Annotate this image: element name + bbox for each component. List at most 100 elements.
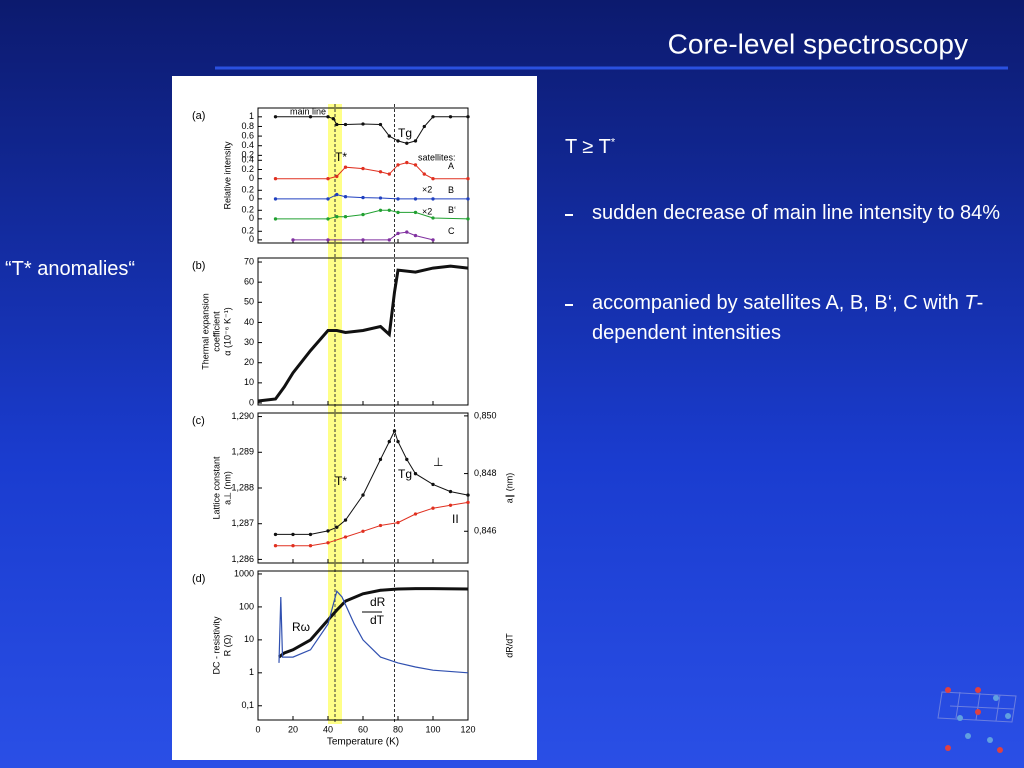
y-tick-label: 1,286 <box>231 554 254 564</box>
trace-name: C <box>448 226 455 236</box>
heading-text: T ≥ T <box>565 136 611 158</box>
annotation: ×2 <box>422 184 432 194</box>
y-tick-label: 10 <box>244 634 254 644</box>
y-tick-label: 1,288 <box>231 482 254 492</box>
annotation: Tg <box>398 467 412 481</box>
x-tick-label: 20 <box>288 724 298 734</box>
y-tick-label: 1,289 <box>231 447 254 457</box>
y-axis-label: Relative intensity <box>222 141 232 210</box>
annotation: Tg <box>398 126 412 140</box>
bullet-text: accompanied by satellites A, B, B‘, C wi… <box>592 292 965 314</box>
y-tick-label: 0 <box>249 193 254 203</box>
x-tick-label: 80 <box>393 724 403 734</box>
y-tick-label: 0.4 <box>241 155 254 165</box>
bullet: sudden decrease of main line intensity t… <box>592 198 1017 228</box>
bullet-text: sudden decrease of main line intensity t… <box>592 202 1001 224</box>
data-line <box>291 230 435 242</box>
y-tick-label: 50 <box>244 297 254 307</box>
y-tick-label: 1 <box>249 667 254 677</box>
y-axis-label: Thermal expansion <box>200 293 210 370</box>
y-tick-label: 0.8 <box>241 121 254 131</box>
data-line <box>273 208 470 221</box>
y-tick-label: 0 <box>249 234 254 244</box>
data-line <box>273 160 470 181</box>
data-line <box>257 264 469 403</box>
annotation: T* <box>335 150 347 164</box>
x-tick-label: 0 <box>255 724 260 734</box>
y-tick-label: 0 <box>249 397 254 407</box>
bullet-dash <box>565 214 573 216</box>
x-tick-label: 100 <box>425 724 440 734</box>
x-axis-label: Temperature (K) <box>327 737 399 748</box>
annotation: ×2 <box>422 206 432 216</box>
y-tick-label: 20 <box>244 357 254 367</box>
data-line <box>278 587 469 659</box>
y-tick-label: 0.2 <box>241 164 254 174</box>
y-tick-label: 70 <box>244 256 254 266</box>
logo <box>937 687 1017 753</box>
annotation: ⊥ <box>433 455 443 469</box>
annotation: dR <box>370 595 386 609</box>
annotation: T* <box>335 474 347 488</box>
annotation: main line <box>290 106 326 116</box>
y-tick-label: 0,846 <box>474 526 497 536</box>
panel-label: (c) <box>192 415 205 427</box>
data-line <box>273 115 470 145</box>
annotation: Rω <box>292 620 310 634</box>
y-axis-label: R (Ω) <box>222 635 232 657</box>
y-axis-label: coefficient <box>211 311 221 352</box>
trace-name: B <box>448 185 454 195</box>
y-tick-label: 1 <box>249 111 254 121</box>
y-tick-label: 0.2 <box>241 150 254 160</box>
y-tick-label: 10 <box>244 377 254 387</box>
trace-name: A <box>448 161 454 171</box>
data-line <box>278 589 469 674</box>
y-tick-label: 0.2 <box>241 226 254 236</box>
annotation: satellites: <box>418 152 456 162</box>
bullet: accompanied by satellites A, B, B‘, C wi… <box>592 288 1017 348</box>
slide-title: Core-level spectroscopy <box>668 28 968 59</box>
bullet-dash <box>565 304 573 306</box>
y-tick-label: 40 <box>244 317 254 327</box>
panel-label: (d) <box>192 573 205 585</box>
y-tick-label: 100 <box>239 601 254 611</box>
y-tick-label: 1,290 <box>231 411 254 421</box>
y-tick-label: 1,287 <box>231 518 254 528</box>
y2-axis-label: dR/dT <box>504 633 514 658</box>
bullet-italic: T <box>964 292 977 314</box>
y-tick-label: 0 <box>249 173 254 183</box>
bullet-text: -dependent intensities <box>592 292 984 344</box>
y-tick-label: 60 <box>244 277 254 287</box>
y-tick-label: 0,850 <box>474 410 497 420</box>
y-tick-label: 0.2 <box>241 185 254 195</box>
x-tick-label: 60 <box>358 724 368 734</box>
heading: T ≥ T* <box>565 136 615 159</box>
left-note: “T* anomalies“ <box>5 258 136 280</box>
y-axis-label: a⊥ (nm) <box>222 471 232 505</box>
y-tick-label: 0.2 <box>241 205 254 215</box>
figure-panel <box>172 76 537 760</box>
y-axis-label: DC - resistivity <box>211 616 221 674</box>
x-tick-label: 40 <box>323 724 333 734</box>
y-tick-label: 30 <box>244 337 254 347</box>
y-tick-label: 0.6 <box>241 130 254 140</box>
y-tick-label: 0,1 <box>241 700 254 710</box>
annotation: dT <box>370 613 385 627</box>
y-tick-label: 0 <box>249 213 254 223</box>
annotation: II <box>452 512 459 526</box>
y-axis-label: α (10⁻⁶ K⁻¹) <box>222 307 232 355</box>
x-tick-label: 120 <box>460 724 475 734</box>
y-tick-label: 0.4 <box>241 140 254 150</box>
data-line <box>273 192 470 201</box>
panel-label: (a) <box>192 110 205 122</box>
trace-name: B‘ <box>448 205 456 215</box>
heading-sup: * <box>610 136 616 149</box>
y-tick-label: 0,848 <box>474 468 497 478</box>
y-tick-label: 1000 <box>234 568 254 578</box>
y-axis-label: Lattice constant <box>211 456 221 520</box>
data-line <box>273 500 470 548</box>
panel-label: (b) <box>192 260 205 272</box>
y2-axis-label: a∥ (nm) <box>504 473 514 504</box>
